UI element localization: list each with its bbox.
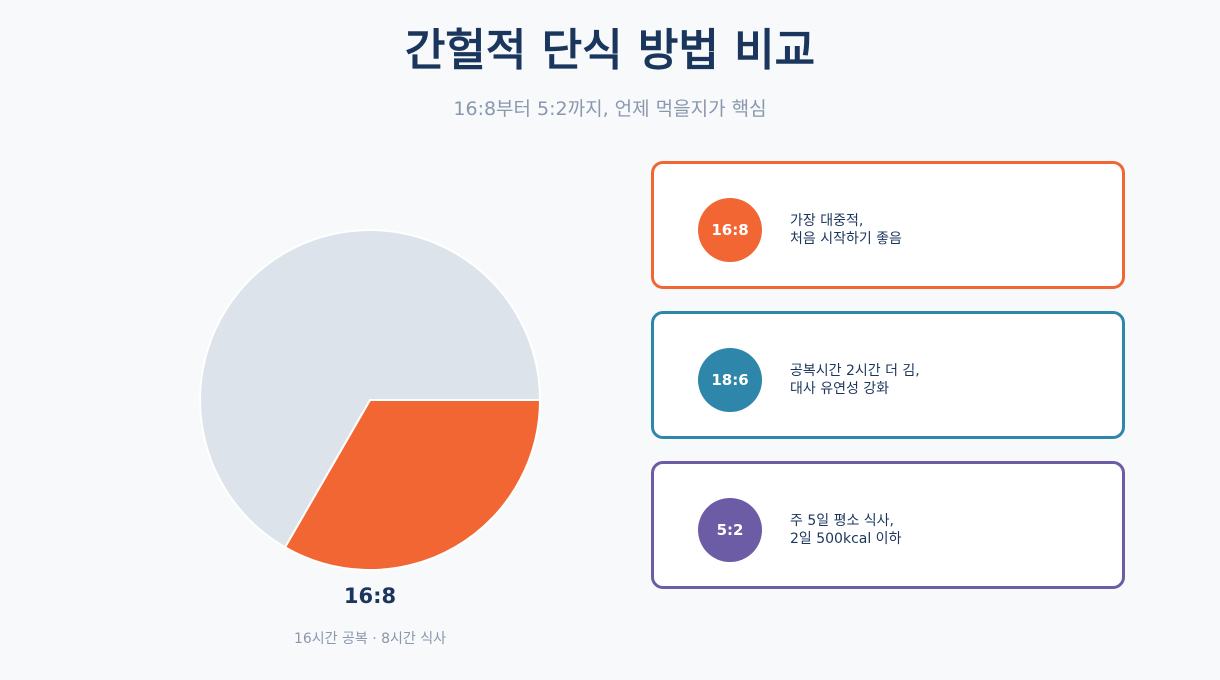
text-line: 처음 시작하기 좋음 — [790, 231, 902, 247]
chart-caption: 16시간 공복 · 8시간 식사 — [294, 631, 446, 647]
card-text: 공복시간 2시간 더 김, 대사 유연성 강화 — [790, 362, 920, 398]
card: 16:8 가장 대중적, 처음 시작하기 좋음 — [651, 161, 1125, 289]
title: 간헐적 단식 방법 비교 — [404, 25, 816, 76]
card: 5:2 주 5일 평소 식사, 2일 500kcal 이하 — [651, 461, 1125, 589]
chart-title: 16:8 — [344, 584, 396, 608]
card: 18:6 공복시간 2시간 더 김, 대사 유연성 강화 — [651, 311, 1125, 439]
badge: 16:8 — [698, 198, 762, 262]
pie-slice — [199, 229, 542, 549]
text-line: 가장 대중적, — [790, 213, 864, 229]
subtitle: 16:8부터 5:2까지, 언제 먹을지가 핵심 — [453, 98, 767, 120]
text-line: 주 5일 평소 식사, — [790, 513, 894, 529]
text-line: 2일 500kcal 이하 — [790, 531, 902, 547]
text-line: 대사 유연성 강화 — [790, 381, 890, 397]
card-text: 주 5일 평소 식사, 2일 500kcal 이하 — [790, 512, 901, 548]
badge: 5:2 — [698, 498, 762, 562]
text-line: 공복시간 2시간 더 김, — [790, 363, 920, 379]
pie-slice — [283, 399, 542, 571]
badge: 18:6 — [698, 348, 762, 412]
card-text: 가장 대중적, 처음 시작하기 좋음 — [790, 212, 902, 248]
pie-chart: 16:8 16시간 공복 · 8시간 식사 — [199, 229, 542, 647]
